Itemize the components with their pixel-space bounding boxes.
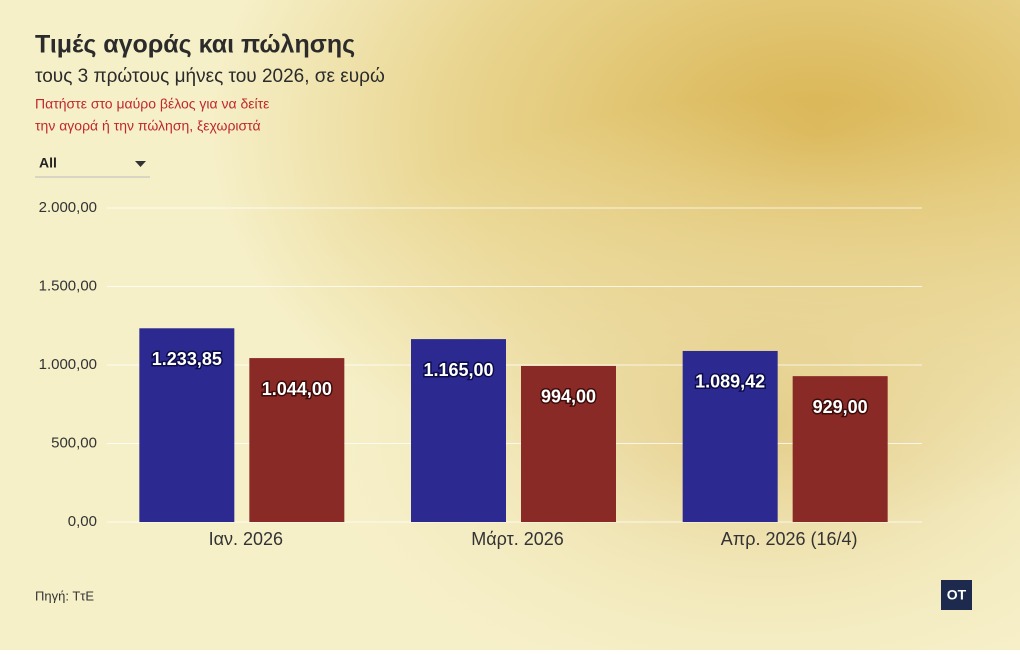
dropdown-arrow[interactable] (135, 161, 146, 167)
data-label: 1.233,85 (152, 349, 222, 369)
y-tick-label: 1.500,00 (39, 277, 97, 294)
data-label: 994,00 (541, 387, 596, 407)
dropdown-label[interactable]: All (39, 155, 57, 171)
bar (411, 339, 506, 522)
y-tick-label: 1.000,00 (39, 356, 97, 373)
y-tick-label: 0,00 (68, 513, 97, 530)
y-tick-label: 500,00 (51, 434, 97, 451)
data-label: 1.044,00 (262, 379, 332, 399)
annotation: την αγορά ή την πώληση, ξεχωριστά (35, 118, 261, 134)
bar (249, 358, 345, 522)
bar (792, 376, 888, 522)
logo-box (941, 580, 972, 610)
dropdown[interactable]: All (35, 155, 150, 178)
x-tick-label: Απρ. 2026 (16/4) (721, 529, 858, 549)
data-label: 1.165,00 (423, 360, 493, 380)
data-label: 1.089,42 (695, 372, 765, 392)
source: Πηγή: ΤτΕ (35, 588, 94, 603)
chart-title: Τιμές αγοράς και πώλησης (35, 31, 355, 59)
annotation: Πατήστε στο μαύρο βέλος για να δείτε (35, 96, 269, 112)
x-tick-label: Μάρτ. 2026 (471, 529, 564, 549)
y-tick-label: 2.000,00 (39, 199, 97, 216)
bar (521, 365, 616, 522)
x-tick-label: Ιαν. 2026 (209, 529, 283, 549)
bar (682, 350, 778, 522)
plot: 0,00 500,00 1.000,00 1.500,00 2.000,00 Ιαν. 2… (39, 199, 922, 549)
logo: OT (947, 587, 967, 603)
chart-subtitle: τους 3 πρώτους μήνες του 2026, σε ευρώ (35, 66, 385, 87)
bar (139, 328, 235, 522)
data-label: 929,00 (813, 397, 868, 417)
